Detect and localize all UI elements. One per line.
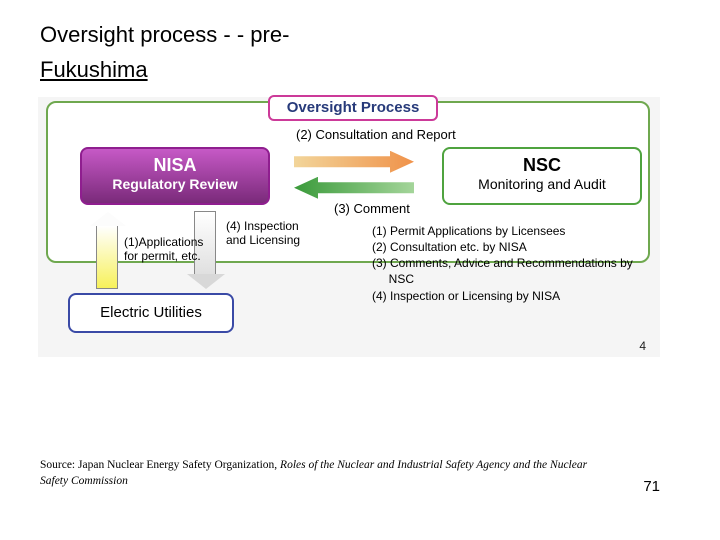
title-line-1: Oversight process - - pre-	[40, 20, 680, 51]
title-line-2: Fukushima	[40, 57, 680, 83]
nsc-title: NSC	[444, 155, 640, 176]
legend: (1) Permit Applications by Licensees (2)…	[372, 223, 633, 304]
comment-label: (3) Comment	[334, 201, 410, 216]
nisa-title: NISA	[82, 155, 268, 176]
inner-page-number: 4	[639, 339, 646, 353]
annotation-inspection-l1: (4) Inspection	[226, 219, 300, 233]
annotation-inspection-l2: and Licensing	[226, 233, 300, 247]
legend-line-3b: NSC	[372, 271, 633, 287]
source-prefix: Source: Japan Nuclear Energy Safety Orga…	[40, 459, 280, 471]
arrow-left-icon	[294, 177, 414, 199]
nsc-box: NSC Monitoring and Audit	[442, 147, 642, 205]
annotation-inspection: (4) Inspection and Licensing	[226, 219, 300, 248]
nisa-subtitle: Regulatory Review	[82, 176, 268, 192]
legend-line-4: (4) Inspection or Licensing by NISA	[372, 288, 633, 304]
oversight-process-label: Oversight Process	[268, 95, 438, 121]
arrow-right-icon	[294, 151, 414, 173]
diagram-container: Oversight Process (2) Consultation and R…	[38, 97, 660, 357]
annotation-applications: (1)Applications for permit, etc.	[124, 235, 203, 264]
nisa-box: NISA Regulatory Review	[80, 147, 270, 205]
slide-page-number: 71	[643, 478, 660, 495]
annotation-applications-l2: for permit, etc.	[124, 249, 203, 263]
legend-line-1: (1) Permit Applications by Licensees	[372, 223, 633, 239]
consultation-label: (2) Consultation and Report	[296, 127, 456, 142]
annotation-applications-l1: (1)Applications	[124, 235, 203, 249]
legend-line-2: (2) Consultation etc. by NISA	[372, 239, 633, 255]
nsc-subtitle: Monitoring and Audit	[444, 176, 640, 192]
source-citation: Source: Japan Nuclear Energy Safety Orga…	[40, 458, 600, 489]
electric-utilities-box: Electric Utilities	[68, 293, 234, 333]
legend-line-3a: (3) Comments, Advice and Recommendations…	[372, 255, 633, 271]
up-arrow-icon	[96, 225, 118, 289]
